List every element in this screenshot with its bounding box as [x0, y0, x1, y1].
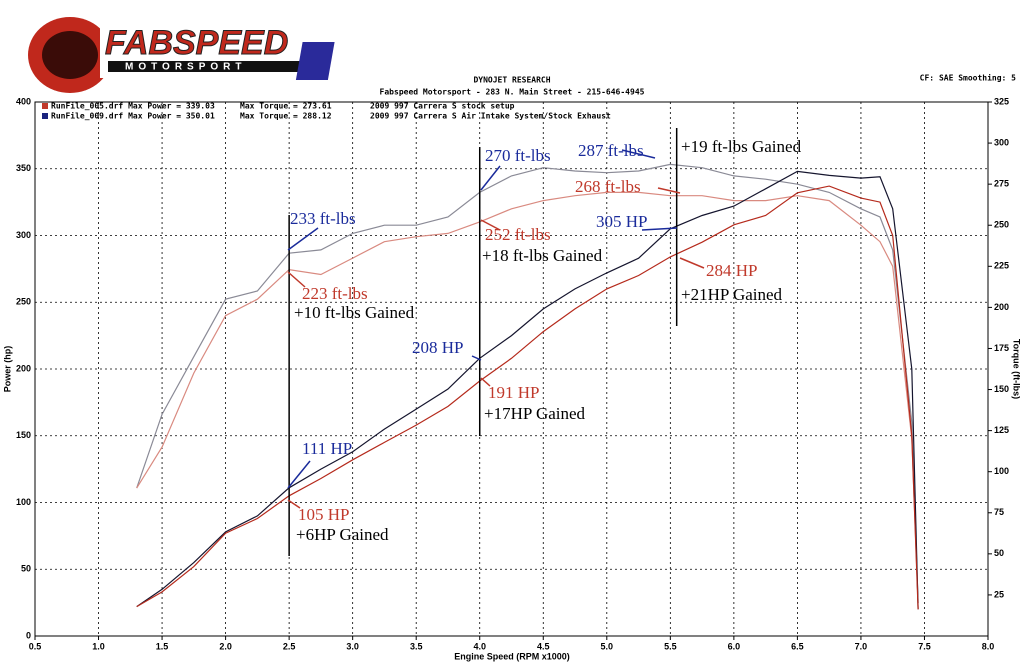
y-tick-label: 100: [16, 497, 31, 507]
torque-line: [136, 191, 919, 604]
annotation-leader: [287, 499, 301, 509]
annotation: 270 ft-lbs: [485, 146, 551, 165]
x-tick-label: 4.5: [537, 641, 550, 651]
legend-torque: Max Torque = 273.61: [240, 102, 332, 111]
annotation-leader: [621, 149, 656, 159]
y-tick-label: 350: [16, 163, 31, 173]
annotation-leader: [287, 460, 311, 489]
legend-setup: 2009 997 Carrera S Air Intake System/Sto…: [370, 111, 611, 121]
legend-file: RunFile_005.drf Max Power = 339.03: [51, 101, 215, 111]
y2-tick-label: 50: [994, 548, 1004, 558]
x-tick-label: 0.5: [29, 641, 42, 651]
annotation-leader: [480, 377, 491, 387]
annotation-leader: [480, 165, 501, 191]
y2-tick-label: 175: [994, 343, 1009, 353]
annotation: 111 HP: [302, 439, 352, 458]
x-tick-label: 4.0: [473, 641, 486, 651]
logo: FABSPEED MOTORSPORT: [28, 17, 340, 93]
x-tick-label: 1.0: [92, 641, 105, 651]
annotation: +21HP Gained: [681, 285, 783, 304]
annotation: 252 ft-lbs: [485, 225, 551, 244]
torque-line: [136, 163, 919, 604]
y-tick-label: 50: [21, 564, 31, 574]
power-line: [136, 170, 919, 610]
x-tick-label: 8.0: [982, 641, 995, 651]
y2-tick-label: 200: [994, 302, 1009, 312]
annotation: 305 HP: [596, 212, 647, 231]
x-tick-label: 3.5: [410, 641, 423, 651]
annotation-leader: [657, 187, 681, 194]
annotation-leader: [287, 271, 306, 288]
annotation-leader: [679, 257, 705, 269]
logo-name: FABSPEED: [105, 24, 288, 62]
x-axis-label: Engine Speed (RPM x1000): [454, 651, 570, 661]
y2-tick-label: 325: [994, 96, 1009, 106]
y2-tick-label: 250: [994, 220, 1009, 230]
annotation: 208 HP: [412, 338, 463, 357]
legend-swatch: [42, 103, 48, 109]
y2-tick-label: 300: [994, 137, 1009, 147]
annotation: 284 HP: [706, 261, 757, 280]
x-tick-label: 5.5: [664, 641, 677, 651]
y-tick-label: 150: [16, 430, 31, 440]
y2-axis-label: Torque (ft-lbs): [1012, 339, 1022, 399]
annotation-leader: [480, 219, 501, 231]
annotation-leader: [641, 227, 678, 231]
x-tick-label: 7.5: [918, 641, 931, 651]
power-line: [136, 185, 919, 610]
x-tick-label: 2.0: [219, 641, 232, 651]
y2-tick-label: 100: [994, 466, 1009, 476]
annotation: +19 ft-lbs Gained: [681, 137, 802, 156]
y2-tick-label: 125: [994, 425, 1009, 435]
y-tick-label: 300: [16, 230, 31, 240]
legend-torque: Max Torque = 288.12: [240, 112, 332, 121]
y2-tick-label: 275: [994, 179, 1009, 189]
x-tick-label: 3.0: [346, 641, 359, 651]
x-tick-label: 1.5: [156, 641, 169, 651]
y2-tick-label: 25: [994, 589, 1004, 599]
header-address: Fabspeed Motorsport - 283 N. Main Street…: [380, 87, 645, 97]
y2-tick-label: 150: [994, 384, 1009, 394]
annotation: +10 ft-lbs Gained: [294, 303, 415, 322]
legend-setup: 2009 997 Carrera S stock setup: [370, 102, 515, 111]
annotation: +18 ft-lbs Gained: [482, 246, 603, 265]
annotation-leader: [471, 355, 482, 361]
annotation: +17HP Gained: [484, 404, 586, 423]
x-tick-label: 2.5: [283, 641, 296, 651]
logo-emblem-inner: [42, 31, 98, 79]
annotation-leader: [287, 227, 319, 251]
x-tick-label: 5.0: [601, 641, 614, 651]
legend-swatch: [42, 113, 48, 119]
annotation: 105 HP: [298, 505, 349, 524]
y-tick-label: 250: [16, 297, 31, 307]
legend-file: RunFile_009.drf Max Power = 350.01: [51, 111, 215, 121]
annotation: 233 ft-lbs: [290, 209, 356, 228]
y2-tick-label: 225: [994, 261, 1009, 271]
annotation: +6HP Gained: [296, 525, 389, 544]
x-tick-label: 6.5: [791, 641, 804, 651]
y-tick-label: 200: [16, 363, 31, 373]
y-tick-label: 0: [26, 630, 31, 640]
annotation: 287 ft-lbs: [578, 141, 644, 160]
header-title: DYNOJET RESEARCH: [473, 76, 550, 85]
logo-flag: [295, 42, 335, 80]
y2-tick-label: 75: [994, 507, 1004, 517]
y-tick-label: 400: [16, 96, 31, 106]
annotation: 268 ft-lbs: [575, 177, 641, 196]
logo-sub: MOTORSPORT: [125, 62, 246, 73]
annotation: 191 HP: [488, 383, 539, 402]
annotation: 223 ft-lbs: [302, 284, 368, 303]
y-axis-label: Power (hp): [2, 346, 12, 393]
x-tick-label: 7.0: [855, 641, 868, 651]
logo-bar: [108, 61, 308, 72]
header-settings: CF: SAE Smoothing: 5: [920, 73, 1017, 83]
x-tick-label: 6.0: [728, 641, 741, 651]
